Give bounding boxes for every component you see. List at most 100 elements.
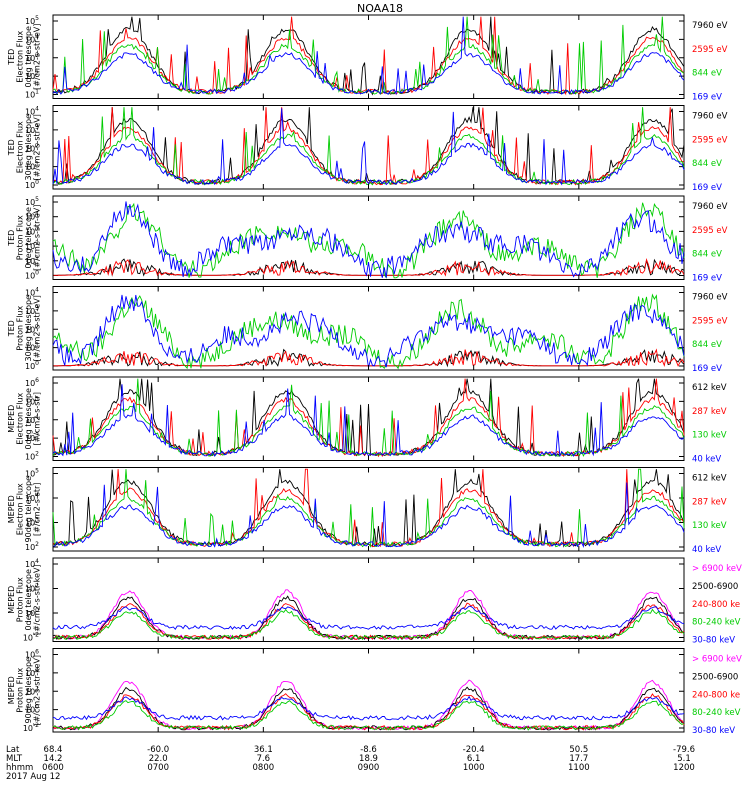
x-row-label: MLT xyxy=(6,754,23,764)
panel-y-label: [#/cm2-s-str] xyxy=(33,392,42,445)
y-tick-label: 101 xyxy=(25,342,39,353)
panel-y-label: MEPED xyxy=(7,495,16,523)
series-line xyxy=(52,378,685,457)
y-tick-label: 101 xyxy=(25,255,39,266)
y-tick-label: 104 xyxy=(25,287,39,298)
x-tick-label: 22.0 xyxy=(149,754,168,764)
legend-entry: 2595 eV xyxy=(692,45,728,55)
x-date-label: 2017 Aug 12 xyxy=(6,772,60,782)
legend-entry: > 6900 keV xyxy=(692,655,742,665)
y-tick-label: 10-2 xyxy=(23,632,39,643)
series-line xyxy=(52,686,685,731)
y-tick-label: 102 xyxy=(25,583,39,594)
y-tick-label: 103 xyxy=(25,52,39,63)
x-tick-label: 18.9 xyxy=(359,754,378,764)
y-tick-label: 102 xyxy=(25,541,39,552)
series-line xyxy=(52,469,685,548)
legend-entry: 80-240 keV xyxy=(692,708,741,718)
legend-entry: 844 eV xyxy=(692,340,722,350)
y-tick-label: 10-2 xyxy=(23,722,39,733)
legend-entry: 2595 eV xyxy=(692,135,728,145)
y-tick-label: 102 xyxy=(25,451,39,462)
legend-entry: 2595 eV xyxy=(692,226,728,236)
y-tick-label: 103 xyxy=(25,305,39,316)
y-tick-label: 104 xyxy=(25,558,39,569)
legend-entry: 612 keV xyxy=(692,383,727,393)
x-tick-label: 1100 xyxy=(568,763,590,773)
panel-y-label: TED xyxy=(7,320,16,337)
panel-y-label: MEPED xyxy=(7,676,16,704)
panel-y-label: [#/cm2-s-str-keV] xyxy=(33,564,42,635)
series-line xyxy=(52,468,685,548)
y-tick-label: 100 xyxy=(25,607,39,618)
y-tick-label: 103 xyxy=(25,517,39,528)
y-tick-label: 106 xyxy=(25,377,39,388)
legend-entry: 287 keV xyxy=(692,407,727,417)
legend-entry: 844 eV xyxy=(692,159,722,169)
panel-y-label: [#/cm2-s-str-eV] xyxy=(33,205,42,271)
legend-entry: 130 keV xyxy=(692,521,727,531)
figure-title: NOAA18 xyxy=(357,2,403,15)
legend-entry: 7960 eV xyxy=(692,202,728,212)
y-tick-label: 103 xyxy=(25,432,39,443)
legend-entry: 169 eV xyxy=(692,93,722,103)
panel-y-label: Electron Flux xyxy=(16,392,25,444)
y-tick-label: 105 xyxy=(25,15,39,26)
legend-entry: 7960 eV xyxy=(692,112,728,122)
x-tick-label: 0800 xyxy=(253,763,275,773)
series-line xyxy=(52,589,685,641)
x-tick-label: 17.7 xyxy=(569,754,588,764)
series-line xyxy=(52,482,685,548)
y-tick-label: 102 xyxy=(25,240,39,251)
series-line xyxy=(52,293,685,370)
x-tick-label: -79.6 xyxy=(673,745,695,755)
x-tick-label: 6.1 xyxy=(467,754,481,764)
legend-entry: 2595 eV xyxy=(692,316,728,326)
panel-y-label: [#/cm2-s-str-eV] xyxy=(33,114,42,180)
panel-y-label: 0deg telescope xyxy=(24,207,33,268)
y-tick-label: 103 xyxy=(25,124,39,135)
legend-entry: 844 eV xyxy=(692,69,722,79)
x-tick-label: 1000 xyxy=(463,763,485,773)
x-tick-label: 1200 xyxy=(673,763,695,773)
y-tick-label: 102 xyxy=(25,70,39,81)
panel-frame xyxy=(52,14,685,99)
x-tick-label: 14.2 xyxy=(44,754,63,764)
legend-entry: 7960 eV xyxy=(692,293,728,303)
x-tick-label: 68.4 xyxy=(44,745,63,755)
panel-y-label: Proton Flux xyxy=(16,668,25,713)
panel-y-label: TED xyxy=(7,139,16,156)
legend-entry: 287 keV xyxy=(692,497,727,507)
panel-y-label: Proton Flux xyxy=(16,215,25,260)
x-tick-label: -8.6 xyxy=(360,745,377,755)
series-line xyxy=(53,348,685,368)
x-tick-label: 50.5 xyxy=(569,745,588,755)
panel-6: 102 103 104 105 MEPED Electron Flux 90deg tele… xyxy=(7,467,727,555)
series-line xyxy=(52,202,685,279)
y-tick-label: 103 xyxy=(25,225,39,236)
x-tick-label: -60.0 xyxy=(147,745,169,755)
panel-y-label: [#/cm2-s-str-keV] xyxy=(33,655,42,726)
y-tick-label: 105 xyxy=(25,468,39,479)
panel-y-label: 90deg telescope xyxy=(24,476,33,543)
y-tick-label: 100 xyxy=(25,179,39,190)
y-tick-label: 100 xyxy=(25,704,39,715)
series-line xyxy=(52,602,685,641)
panel-y-label: [#/cm2-s-str-eV] xyxy=(33,295,42,361)
series-line xyxy=(52,16,685,96)
panel-y-label: Proton Flux xyxy=(16,577,25,622)
panel-y-label: 30deg telescope xyxy=(24,295,33,362)
series-line xyxy=(52,108,685,186)
series-line xyxy=(52,693,685,731)
y-tick-label: 104 xyxy=(25,414,39,425)
panel-4: 100 101 102 103 104 TED Proton Flux 30deg teles… xyxy=(7,286,728,374)
x-tick-label: 5.1 xyxy=(677,754,691,764)
legend-entry: 240-800 ke xyxy=(692,690,740,700)
panel-8: 10-2 100 102 104 106 MEPED Proton Flux 90deg te… xyxy=(7,648,742,736)
panel-7: 10-2 100 102 104 MEPED Proton Flux 0deg telesc… xyxy=(7,557,742,646)
panel-y-label: [#/cm2-s-str] xyxy=(33,483,42,536)
panel-y-label: Proton Flux xyxy=(16,306,25,351)
y-tick-label: 104 xyxy=(25,106,39,117)
